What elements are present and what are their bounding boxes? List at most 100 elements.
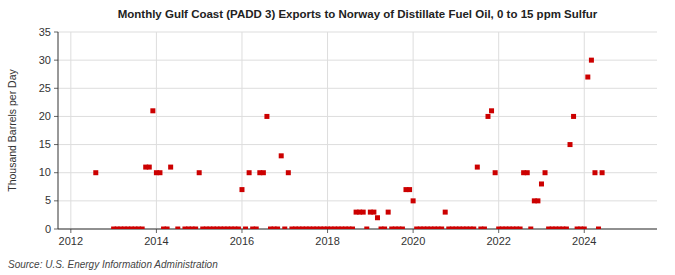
point xyxy=(386,210,391,215)
point xyxy=(443,210,448,215)
point xyxy=(475,165,480,170)
point xyxy=(564,227,569,230)
x-tick-label: 2024 xyxy=(572,235,596,247)
y-grid-line xyxy=(58,88,657,89)
y-tick-label: 25 xyxy=(39,82,51,94)
title: Monthly Gulf Coast (PADD 3) Exports to N… xyxy=(118,8,598,20)
y-tick-label: 30 xyxy=(39,54,51,66)
y-tick xyxy=(54,116,58,117)
x-grid-line xyxy=(70,32,71,229)
point xyxy=(407,187,412,192)
point xyxy=(600,170,605,175)
point xyxy=(239,187,244,192)
y-axis-label: Thousand Barrels per Day xyxy=(6,68,18,191)
y-grid-line xyxy=(58,200,657,201)
point xyxy=(585,75,590,80)
point xyxy=(592,170,597,175)
y-grid-line xyxy=(58,172,657,173)
x-tick-label: 2020 xyxy=(401,235,425,247)
y-grid-line xyxy=(58,144,657,145)
point xyxy=(93,170,98,175)
point xyxy=(150,108,155,113)
point xyxy=(482,227,487,230)
x-tick xyxy=(241,229,242,233)
point xyxy=(157,170,162,175)
point xyxy=(589,58,594,63)
point xyxy=(596,227,601,230)
y-tick-label: 20 xyxy=(39,110,51,122)
x-tick-label: 2018 xyxy=(315,235,339,247)
point xyxy=(140,227,145,230)
point xyxy=(571,114,576,119)
point xyxy=(197,170,202,175)
point xyxy=(361,210,366,215)
x-tick xyxy=(498,229,499,233)
point xyxy=(261,170,266,175)
x-grid-line xyxy=(498,32,499,229)
point xyxy=(411,198,416,203)
point xyxy=(528,227,533,230)
x-tick-label: 2014 xyxy=(144,235,168,247)
point xyxy=(254,227,259,230)
x-tick xyxy=(584,229,585,233)
point xyxy=(264,114,269,119)
point xyxy=(543,170,548,175)
point xyxy=(193,227,198,230)
point xyxy=(286,170,291,175)
y-axis-line xyxy=(58,32,59,229)
y-tick xyxy=(54,144,58,145)
point xyxy=(147,165,152,170)
point xyxy=(439,227,444,230)
point xyxy=(485,114,490,119)
point xyxy=(175,227,180,230)
point xyxy=(489,108,494,113)
grid xyxy=(58,32,657,229)
x-tick-label: 2012 xyxy=(59,235,83,247)
x-tick xyxy=(156,229,157,233)
y-grid-line xyxy=(58,32,657,33)
x-tick xyxy=(70,229,71,233)
point xyxy=(243,227,248,230)
y-tick xyxy=(54,200,58,201)
point xyxy=(350,227,355,230)
points xyxy=(93,58,604,229)
point xyxy=(282,227,287,230)
point xyxy=(236,227,241,230)
point xyxy=(371,210,376,215)
point xyxy=(400,227,405,230)
point xyxy=(539,181,544,186)
point xyxy=(525,170,530,175)
point xyxy=(375,215,380,220)
point xyxy=(382,227,387,230)
y-tick-label: 10 xyxy=(39,166,51,178)
point xyxy=(165,227,170,230)
point xyxy=(247,170,252,175)
point xyxy=(493,170,498,175)
point xyxy=(535,198,540,203)
chart: 0510152025303520122014201620182020202220… xyxy=(0,0,675,275)
point xyxy=(518,227,523,230)
x-tick-label: 2016 xyxy=(230,235,254,247)
point xyxy=(364,227,369,230)
y-tick-label: 15 xyxy=(39,138,51,150)
y-tick xyxy=(54,88,58,89)
x-tick-label: 2022 xyxy=(486,235,510,247)
y-tick-label: 0 xyxy=(45,223,51,235)
y-tick xyxy=(54,32,58,33)
x-grid-line xyxy=(156,32,157,229)
y-tick xyxy=(54,60,58,61)
point xyxy=(568,142,573,147)
point xyxy=(168,165,173,170)
x-grid-line xyxy=(584,32,585,229)
y-grid-line xyxy=(58,60,657,61)
y-grid-line xyxy=(58,116,657,117)
y-tick-label: 5 xyxy=(45,194,51,206)
point xyxy=(582,227,587,230)
y-tick xyxy=(54,229,58,230)
point xyxy=(275,227,280,230)
x-grid-line xyxy=(327,32,328,229)
x-grid-line xyxy=(241,32,242,229)
x-tick xyxy=(327,229,328,233)
y-tick xyxy=(54,172,58,173)
point xyxy=(279,153,284,158)
